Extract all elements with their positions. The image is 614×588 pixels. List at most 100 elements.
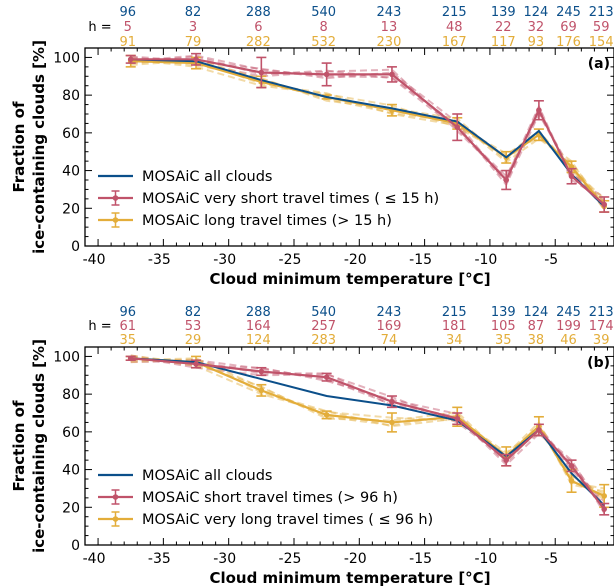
- count-short: 199: [556, 319, 581, 334]
- y-tick-label: 0: [71, 538, 80, 554]
- count-long: 532: [311, 35, 336, 50]
- series-line-long: [130, 60, 606, 208]
- count-long: 117: [491, 35, 516, 50]
- y-axis-label-line: Fraction of: [10, 101, 28, 193]
- count-short: 174: [589, 319, 614, 334]
- data-point-short: [568, 463, 575, 469]
- count-long: 124: [246, 333, 271, 348]
- series-line-long: [130, 357, 605, 497]
- count-all: 82: [185, 305, 202, 320]
- counts-prefix: h =: [88, 319, 111, 334]
- x-tick-label: -25: [279, 551, 302, 567]
- count-long: 167: [442, 35, 467, 50]
- count-long: 230: [377, 35, 402, 50]
- count-all: 243: [377, 305, 402, 320]
- y-tick-label: 0: [71, 239, 80, 255]
- series-line-all: [130, 357, 605, 507]
- x-tick-label: -15: [409, 551, 432, 567]
- data-point-short: [323, 71, 330, 78]
- data-point-short: [389, 398, 395, 405]
- y-tick-label: 60: [62, 126, 80, 142]
- count-short: 105: [491, 319, 516, 334]
- count-short: 69: [560, 20, 577, 35]
- count-short: 3: [189, 20, 197, 35]
- data-point-long: [568, 478, 575, 484]
- count-all: 139: [491, 305, 516, 320]
- panel-label: (b): [587, 355, 610, 371]
- count-short: 32: [528, 20, 545, 35]
- count-long: 38: [528, 333, 545, 348]
- count-all: 540: [311, 305, 336, 320]
- count-all: 245: [556, 5, 581, 20]
- y-axis-label-line: ice-containing clouds [%]: [30, 40, 48, 254]
- legend-label-short: MOSAiC very short travel times ( ≤ 15 h): [142, 191, 439, 207]
- count-short: 6: [254, 20, 262, 35]
- count-all: 245: [556, 305, 581, 320]
- data-point-short: [601, 201, 608, 208]
- count-all: 215: [442, 5, 467, 20]
- series-line-short: [130, 58, 605, 206]
- count-long: 39: [593, 333, 610, 348]
- x-tick-label: -40: [83, 252, 106, 268]
- count-long: 46: [560, 333, 577, 348]
- count-all: 124: [523, 305, 548, 320]
- count-long: 35: [495, 333, 512, 348]
- data-point-short: [601, 506, 608, 512]
- count-all: 540: [311, 5, 336, 20]
- count-all: 243: [377, 5, 402, 20]
- data-point-long: [601, 493, 608, 499]
- y-tick-label: 80: [62, 387, 80, 403]
- count-all: 96: [119, 305, 136, 320]
- count-short: 22: [495, 20, 512, 35]
- y-axis-label: Fraction of ice-containing clouds [%]: [10, 40, 48, 254]
- count-all: 139: [491, 5, 516, 20]
- y-tick-label: 40: [62, 164, 80, 180]
- data-point-short: [258, 69, 265, 76]
- data-point-short: [258, 368, 265, 375]
- legend-marker: [112, 494, 119, 500]
- data-point-short: [127, 56, 134, 63]
- ensemble-line-short: [130, 55, 605, 209]
- legend-marker: [112, 217, 119, 223]
- count-short: 164: [246, 319, 271, 334]
- x-tick-label: -5: [544, 252, 558, 268]
- y-axis-label: Fraction of ice-containing clouds [%]: [10, 339, 48, 553]
- x-tick-label: -10: [474, 551, 497, 567]
- panel-b: -40 -35 -30 -25 -20 -15 -10 -5 0 20 40 60 80 100 Cloud…: [10, 305, 614, 587]
- count-all: 96: [119, 5, 136, 20]
- data-point-short: [503, 457, 510, 463]
- count-all: 213: [589, 5, 614, 20]
- x-tick-label: -15: [409, 252, 432, 268]
- count-all: 215: [442, 305, 467, 320]
- series-line-short: [130, 357, 606, 510]
- data-point-long: [389, 419, 395, 426]
- y-tick-label: 60: [62, 425, 80, 441]
- legend-label-short: MOSAiC short travel times (> 96 h): [142, 490, 398, 506]
- count-short: 48: [446, 20, 463, 35]
- data-point-short: [323, 374, 330, 380]
- x-tick-label: -20: [344, 551, 367, 567]
- plot-frame: [84, 346, 614, 546]
- legend-label-all: MOSAiC all clouds: [142, 468, 272, 484]
- y-tick-label: 40: [62, 463, 80, 479]
- count-long: 74: [381, 333, 398, 348]
- x-tick-label: -5: [544, 551, 558, 567]
- ensemble-line-long: [130, 357, 605, 495]
- count-all: 82: [185, 5, 202, 20]
- x-tick-label: -35: [148, 252, 171, 268]
- count-short: 59: [593, 20, 610, 35]
- x-axis-label: Cloud minimum temperature [°C]: [209, 569, 490, 587]
- x-tick-label: -10: [474, 252, 497, 268]
- count-long: 91: [119, 35, 136, 50]
- count-short: 257: [311, 319, 336, 334]
- legend-label-long: MOSAiC very long travel times ( ≤ 96 h): [142, 512, 433, 528]
- x-axis-label: Cloud minimum temperature [°C]: [209, 270, 490, 288]
- x-tick-label: -30: [213, 551, 236, 567]
- series-line-all: [130, 58, 605, 208]
- count-long: 93: [528, 35, 545, 50]
- data-point-long: [323, 412, 330, 418]
- count-long: 79: [185, 35, 202, 50]
- panel-label: (a): [588, 56, 610, 72]
- count-long: 35: [119, 333, 136, 348]
